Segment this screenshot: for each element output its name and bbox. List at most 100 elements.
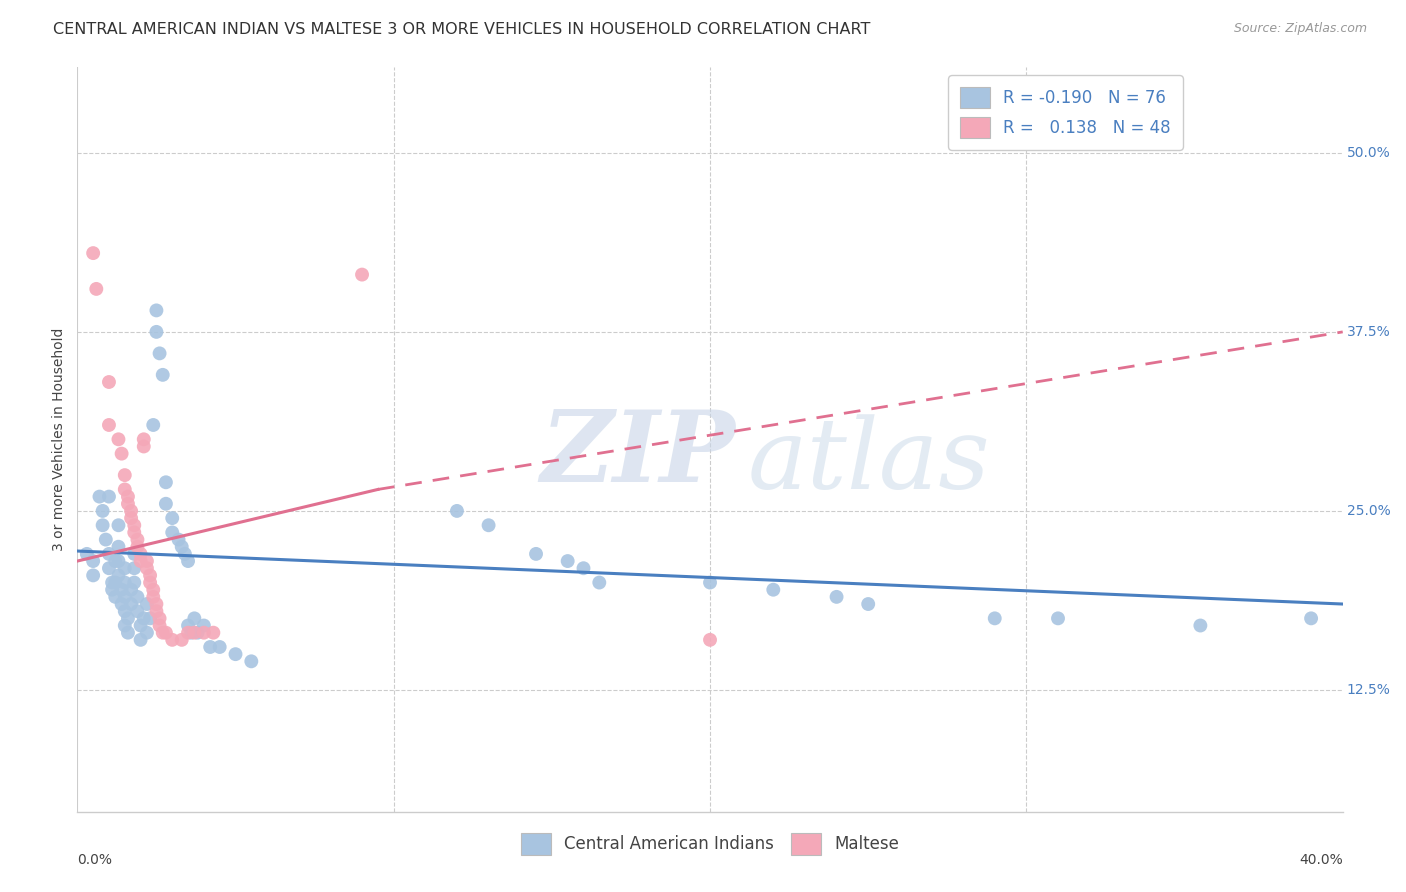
Point (145, 597, 167, 611)
Point (107, 518, 129, 533)
Text: 25.0%: 25.0% (1347, 504, 1391, 518)
Point (120, 504, 142, 518)
Text: 50.0%: 50.0% (1347, 145, 1391, 160)
Text: atlas: atlas (748, 414, 991, 509)
Point (124, 561, 146, 575)
Point (135, 554, 157, 568)
Point (86, 282, 108, 296)
Point (98, 375, 120, 389)
Point (142, 590, 165, 604)
Point (120, 511, 142, 525)
Point (557, 554, 579, 568)
Point (225, 647, 247, 661)
Point (129, 547, 152, 561)
Point (124, 525, 146, 540)
Point (174, 547, 197, 561)
Point (142, 417, 165, 432)
Point (183, 611, 205, 625)
Point (114, 618, 136, 632)
Point (114, 604, 136, 618)
Point (114, 575, 136, 590)
Point (1046, 611, 1069, 625)
Point (98, 561, 120, 575)
Point (145, 303, 167, 318)
Point (129, 554, 152, 568)
Point (352, 268, 374, 282)
Point (107, 568, 129, 582)
Point (82, 554, 104, 568)
Point (162, 511, 183, 525)
Point (107, 554, 129, 568)
Point (145, 325, 167, 339)
Point (124, 575, 146, 590)
Point (524, 547, 547, 561)
Point (588, 575, 610, 590)
Point (1301, 611, 1323, 625)
Point (91, 504, 114, 518)
Point (132, 433, 155, 447)
Point (200, 640, 222, 654)
Point (101, 575, 124, 590)
Point (177, 554, 200, 568)
Point (111, 597, 132, 611)
Text: ZIP: ZIP (540, 406, 735, 502)
Point (858, 597, 880, 611)
Point (699, 575, 721, 590)
Point (107, 433, 129, 447)
Point (127, 533, 149, 547)
Point (114, 561, 136, 575)
Point (98, 490, 120, 504)
Point (1189, 618, 1212, 632)
Point (984, 611, 1007, 625)
Text: Source: ZipAtlas.com: Source: ZipAtlas.com (1233, 22, 1367, 36)
Point (446, 504, 468, 518)
Point (124, 518, 146, 533)
Point (149, 618, 172, 632)
Point (104, 590, 127, 604)
Legend: Central American Indians, Maltese: Central American Indians, Maltese (513, 825, 907, 863)
Point (114, 590, 136, 604)
Point (208, 640, 231, 654)
Point (177, 625, 200, 640)
Point (699, 632, 721, 647)
Point (98, 417, 120, 432)
Point (132, 440, 155, 454)
Point (155, 625, 177, 640)
Point (135, 625, 157, 640)
Point (477, 518, 501, 533)
Point (183, 625, 205, 640)
Point (142, 582, 165, 597)
Point (155, 475, 177, 490)
Point (186, 625, 209, 640)
Point (149, 346, 172, 360)
Point (152, 368, 174, 382)
Point (155, 497, 177, 511)
Point (89, 490, 111, 504)
Point (94, 533, 117, 547)
Point (117, 625, 139, 640)
Point (170, 540, 193, 554)
Point (117, 490, 139, 504)
Text: 40.0%: 40.0% (1299, 853, 1343, 867)
Point (76, 547, 98, 561)
Point (170, 632, 193, 647)
Point (104, 575, 127, 590)
Point (111, 447, 132, 461)
Point (117, 497, 139, 511)
Text: 0.0%: 0.0% (77, 853, 112, 867)
Point (114, 468, 136, 483)
Point (135, 561, 157, 575)
Point (127, 604, 149, 618)
Point (127, 540, 149, 554)
Point (129, 632, 152, 647)
Point (117, 611, 139, 625)
Point (193, 625, 215, 640)
Point (139, 568, 162, 582)
Point (145, 604, 167, 618)
Point (127, 590, 149, 604)
Text: 37.5%: 37.5% (1347, 325, 1391, 339)
Point (149, 611, 172, 625)
Point (107, 540, 129, 554)
Point (124, 547, 146, 561)
Point (762, 582, 785, 597)
